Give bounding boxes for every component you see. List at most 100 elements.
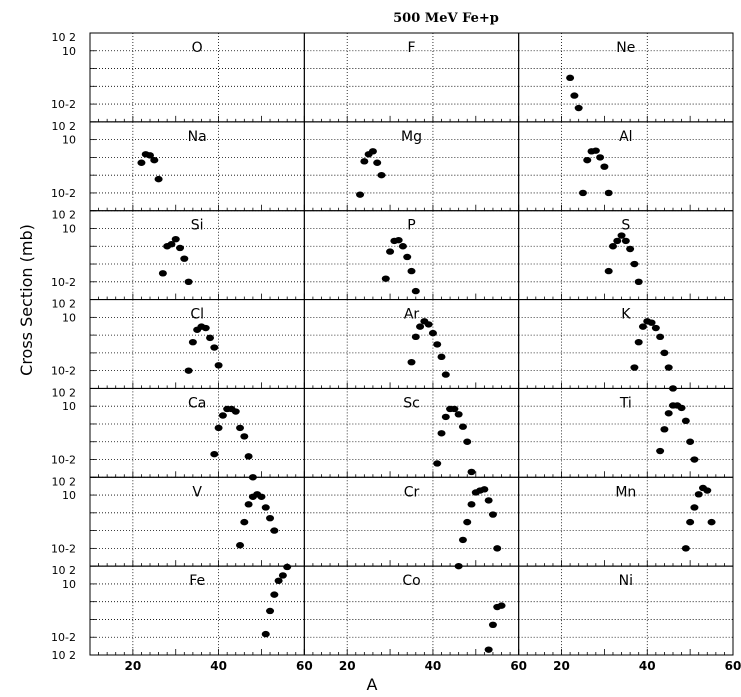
data-point	[261, 504, 270, 511]
data-point	[660, 349, 669, 357]
data-point	[270, 591, 279, 598]
data-point	[681, 545, 690, 552]
data-points	[137, 74, 716, 653]
data-point	[184, 367, 193, 374]
y-tick-label: 10-2	[51, 365, 76, 378]
data-point	[218, 412, 227, 419]
data-point	[596, 154, 605, 161]
element-label: Cl	[190, 307, 204, 323]
y-tick-label: 10 2	[52, 120, 77, 133]
x-tick-label: 20	[553, 659, 570, 673]
element-label: Ne	[616, 40, 635, 56]
data-point	[266, 514, 275, 522]
element-label: K	[621, 307, 631, 323]
data-point	[236, 542, 245, 549]
data-point	[437, 430, 446, 437]
element-label: Co	[402, 573, 420, 589]
data-point	[570, 92, 579, 99]
y-tick-label: 10-2	[51, 98, 76, 111]
x-tick-label: 60	[296, 659, 313, 673]
data-point	[377, 171, 386, 179]
data-point	[497, 602, 506, 609]
data-point	[686, 518, 695, 526]
data-point	[484, 646, 493, 653]
data-point	[257, 493, 266, 500]
data-point	[180, 255, 189, 262]
data-point	[433, 460, 442, 467]
data-point	[638, 323, 647, 330]
data-point	[214, 362, 223, 369]
element-label: Fe	[189, 573, 205, 589]
y-tick-label: 10	[62, 578, 76, 591]
data-point	[617, 232, 626, 239]
data-point	[206, 334, 215, 342]
y-tick-label: 10 2	[52, 564, 77, 577]
element-label: Sc	[403, 395, 420, 411]
data-point	[146, 152, 155, 159]
data-point	[407, 267, 416, 275]
x-tick-label: 20	[125, 659, 142, 673]
axis-ticks	[89, 32, 734, 656]
y-tick-label: 10 2	[52, 649, 77, 662]
data-point	[583, 156, 592, 164]
data-point	[154, 175, 163, 183]
data-point	[681, 417, 690, 425]
y-tick-label: 10	[62, 400, 76, 413]
data-point	[137, 159, 146, 166]
data-point	[167, 241, 176, 248]
x-axis-label: A	[367, 675, 378, 694]
data-point	[171, 235, 180, 243]
data-point	[201, 324, 210, 332]
data-point	[188, 338, 197, 346]
element-label: Al	[619, 129, 632, 145]
data-point	[394, 236, 403, 244]
y-tick-label: 10 2	[52, 209, 77, 222]
x-tick-label: 60	[725, 659, 741, 673]
data-point	[411, 333, 420, 341]
data-point	[634, 338, 643, 346]
data-point	[630, 364, 639, 371]
y-tick-label: 10-2	[51, 276, 76, 289]
data-point	[210, 344, 219, 351]
data-point	[433, 341, 442, 348]
y-tick-label: 10	[62, 134, 76, 147]
data-point	[690, 456, 699, 463]
x-tick-label: 20	[339, 659, 356, 673]
data-point	[403, 253, 412, 261]
x-tick-label: 40	[639, 659, 656, 673]
data-point	[158, 270, 167, 277]
element-label: Ni	[619, 573, 633, 589]
data-point	[656, 333, 665, 341]
data-point	[574, 104, 583, 112]
data-point	[231, 408, 240, 415]
data-point	[690, 504, 699, 511]
data-point	[566, 74, 575, 82]
x-tick-label: 40	[210, 659, 227, 673]
element-label: Ar	[404, 307, 420, 323]
element-label: Cr	[404, 484, 420, 500]
element-label: S	[621, 218, 630, 234]
data-point	[244, 453, 253, 460]
data-point	[621, 237, 630, 245]
data-point	[416, 323, 425, 330]
data-point	[488, 621, 497, 629]
data-point	[630, 260, 639, 268]
data-point	[484, 497, 493, 504]
data-point	[236, 424, 245, 432]
data-point	[244, 501, 253, 508]
element-label: F	[407, 40, 415, 56]
data-point	[270, 527, 279, 534]
data-point	[677, 404, 686, 412]
y-tick-label: 10-2	[51, 542, 76, 555]
data-point	[651, 324, 660, 332]
data-point	[668, 385, 677, 392]
data-point	[467, 468, 476, 476]
x-tick-label: 40	[425, 659, 442, 673]
data-point	[214, 424, 223, 432]
y-tick-label: 10-2	[51, 631, 76, 644]
data-point	[240, 433, 249, 440]
data-point	[634, 278, 643, 285]
data-point	[493, 545, 502, 552]
data-point	[441, 371, 450, 378]
data-point	[488, 511, 497, 518]
